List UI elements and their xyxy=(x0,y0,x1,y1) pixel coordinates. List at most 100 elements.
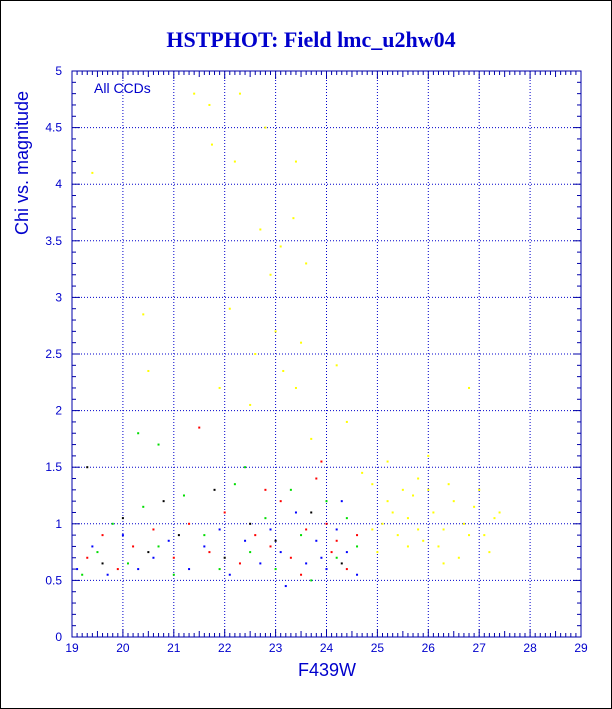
data-point xyxy=(300,341,303,344)
data-point xyxy=(447,483,450,486)
data-point xyxy=(335,556,338,559)
data-point xyxy=(101,562,104,565)
data-point xyxy=(203,545,206,548)
data-point xyxy=(259,562,262,565)
data-point xyxy=(386,460,389,463)
data-point xyxy=(305,528,308,531)
data-point xyxy=(147,369,150,372)
data-point xyxy=(310,437,313,440)
data-point xyxy=(208,103,211,106)
data-point xyxy=(406,517,409,520)
data-point xyxy=(345,420,348,423)
data-point xyxy=(249,403,252,406)
y-tick-label: 4 xyxy=(55,177,62,191)
data-point xyxy=(264,517,267,520)
data-point xyxy=(320,460,323,463)
data-point xyxy=(305,562,308,565)
y-tick-label: 4.5 xyxy=(45,121,62,135)
data-point xyxy=(330,551,333,554)
data-point xyxy=(483,534,486,537)
data-point xyxy=(386,500,389,503)
data-point xyxy=(198,426,201,429)
data-point xyxy=(315,477,318,480)
y-tick-label: 2.5 xyxy=(45,347,62,361)
data-point xyxy=(473,505,476,508)
chart-title: HSTPHOT: Field lmc_u2hw04 xyxy=(166,27,455,52)
data-point xyxy=(391,511,394,514)
data-point xyxy=(442,562,445,565)
data-point xyxy=(498,511,501,514)
data-point xyxy=(274,330,277,333)
data-point xyxy=(244,539,247,542)
data-point xyxy=(300,534,303,537)
x-tick-label: 21 xyxy=(167,641,181,655)
data-point xyxy=(213,488,216,491)
data-point xyxy=(381,522,384,525)
data-point xyxy=(335,364,338,367)
data-point xyxy=(208,551,211,554)
data-point xyxy=(356,545,359,548)
data-point xyxy=(101,534,104,537)
data-point xyxy=(223,556,226,559)
data-point xyxy=(203,534,206,537)
data-point xyxy=(210,143,213,146)
x-tick-label: 24 xyxy=(320,641,334,655)
data-point xyxy=(188,522,191,525)
data-point xyxy=(361,471,364,474)
data-point xyxy=(188,568,191,571)
data-point xyxy=(106,573,109,576)
data-point xyxy=(325,500,328,503)
plot-annotation: All CCDs xyxy=(94,80,151,96)
data-point xyxy=(177,534,180,537)
data-point xyxy=(228,307,231,310)
data-point xyxy=(396,534,399,537)
data-point xyxy=(126,562,129,565)
data-point xyxy=(274,539,277,542)
x-tick-label: 28 xyxy=(523,641,537,655)
data-point xyxy=(137,568,140,571)
y-tick-label: 1.5 xyxy=(45,460,62,474)
data-point xyxy=(437,545,440,548)
data-point xyxy=(289,556,292,559)
data-point xyxy=(325,522,328,525)
data-point xyxy=(376,551,379,554)
data-point xyxy=(111,522,114,525)
data-point xyxy=(432,511,435,514)
data-point xyxy=(417,477,420,480)
data-point xyxy=(310,579,313,582)
data-point xyxy=(279,245,282,248)
axes: 19 20 21 22 23 24 25 26 27 28 29 0 0.5 1 1.5 2 2.5 3 3.5 4 4… xyxy=(45,64,588,655)
data-point xyxy=(223,511,226,514)
data-point xyxy=(468,534,471,537)
data-point xyxy=(218,528,221,531)
data-point xyxy=(147,551,150,554)
data-point xyxy=(274,568,277,571)
x-axis-label: F439W xyxy=(298,660,356,680)
x-tick-label: 23 xyxy=(269,641,283,655)
data-point xyxy=(244,466,247,469)
data-point xyxy=(292,217,295,220)
data-point xyxy=(340,562,343,565)
data-point xyxy=(121,534,124,537)
data-point xyxy=(218,568,221,571)
data-point xyxy=(254,353,257,355)
x-tick-label: 26 xyxy=(422,641,436,655)
data-point xyxy=(427,454,430,457)
data-point xyxy=(300,573,303,576)
data-point xyxy=(356,534,359,537)
data-point xyxy=(478,488,481,491)
data-point xyxy=(427,488,430,491)
data-point xyxy=(254,534,257,537)
data-point xyxy=(422,539,425,542)
data-point xyxy=(417,528,420,531)
data-point xyxy=(157,443,160,446)
data-point xyxy=(315,539,318,542)
data-point xyxy=(249,522,252,525)
data-point xyxy=(468,386,471,389)
data-point xyxy=(279,500,282,503)
data-point xyxy=(167,539,170,542)
data-point xyxy=(81,573,84,576)
data-point xyxy=(488,551,491,554)
grid xyxy=(72,71,581,637)
